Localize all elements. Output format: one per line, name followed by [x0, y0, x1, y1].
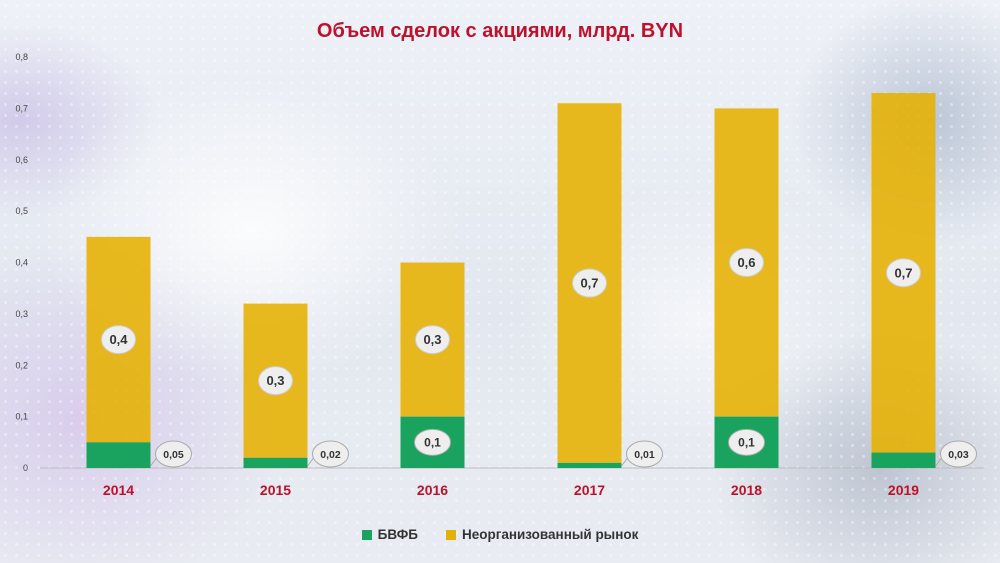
data-label-bubble-bvfb	[312, 440, 349, 468]
y-tick-label: 0,3	[15, 309, 28, 319]
y-tick-label: 0,4	[15, 258, 28, 268]
x-tick-label: 2016	[417, 482, 448, 498]
data-label-bvfb: 0,1	[424, 435, 441, 449]
y-tick-label: 0,2	[15, 360, 28, 370]
x-tick-label: 2017	[574, 482, 605, 498]
data-label-bubble-otc	[886, 258, 921, 288]
y-tick-label: 0,8	[15, 52, 28, 62]
y-tick-label: 0	[23, 463, 28, 473]
data-label-otc: 0,6	[737, 255, 755, 270]
data-label-bubble-bvfb	[414, 428, 451, 456]
bar-bvfb	[86, 442, 151, 468]
bar-bvfb	[871, 452, 936, 468]
data-label-bubble-bvfb	[940, 440, 977, 468]
legend: БВФБ Неорганизованный рынок	[0, 527, 1000, 542]
data-label-otc: 0,3	[423, 332, 441, 347]
legend-item-otc: Неорганизованный рынок	[445, 527, 639, 542]
legend-swatch-bvfb	[361, 529, 372, 540]
data-label-bvfb: 0,05	[163, 449, 184, 461]
data-label-bubble-bvfb	[626, 440, 663, 468]
data-label-bubble-bvfb	[155, 440, 192, 468]
data-label-leader	[935, 457, 942, 467]
bar-bvfb	[557, 462, 622, 468]
legend-swatch-otc	[445, 529, 456, 540]
data-label-leader	[150, 457, 157, 467]
y-tick-label: 0,1	[15, 412, 28, 422]
legend-item-bvfb: БВФБ	[361, 527, 418, 542]
y-tick-label: 0,7	[15, 103, 28, 113]
data-label-otc: 0,4	[109, 332, 128, 347]
data-label-bubble-otc	[101, 325, 136, 355]
data-label-bubble-bvfb	[728, 428, 765, 456]
data-label-otc: 0,3	[266, 373, 284, 388]
y-tick-label: 0,6	[15, 155, 28, 165]
x-tick-label: 2014	[103, 482, 134, 498]
chart-title: Объем сделок с акциями, млрд. BYN	[316, 20, 684, 42]
data-label-otc: 0,7	[894, 265, 912, 280]
data-label-leader	[621, 457, 628, 467]
y-tick-label: 0,5	[15, 206, 28, 216]
data-label-leader	[307, 457, 314, 467]
data-label-otc: 0,7	[580, 276, 598, 291]
data-label-bubble-otc	[258, 366, 293, 396]
bar-bvfb	[243, 457, 308, 468]
data-label-bvfb: 0,02	[320, 449, 341, 461]
x-tick-label: 2015	[260, 482, 291, 498]
legend-label-bvfb: БВФБ	[377, 527, 418, 542]
data-label-bubble-otc	[415, 325, 450, 355]
data-label-bubble-otc	[729, 248, 764, 277]
data-label-bvfb: 0,03	[948, 449, 969, 461]
x-tick-label: 2018	[731, 482, 762, 498]
legend-label-otc: Неорганизованный рынок	[461, 527, 639, 542]
data-label-bvfb: 0,01	[634, 449, 655, 461]
data-label-bvfb: 0,1	[738, 435, 755, 449]
x-tick-label: 2019	[888, 482, 919, 498]
data-label-bubble-otc	[572, 268, 607, 298]
